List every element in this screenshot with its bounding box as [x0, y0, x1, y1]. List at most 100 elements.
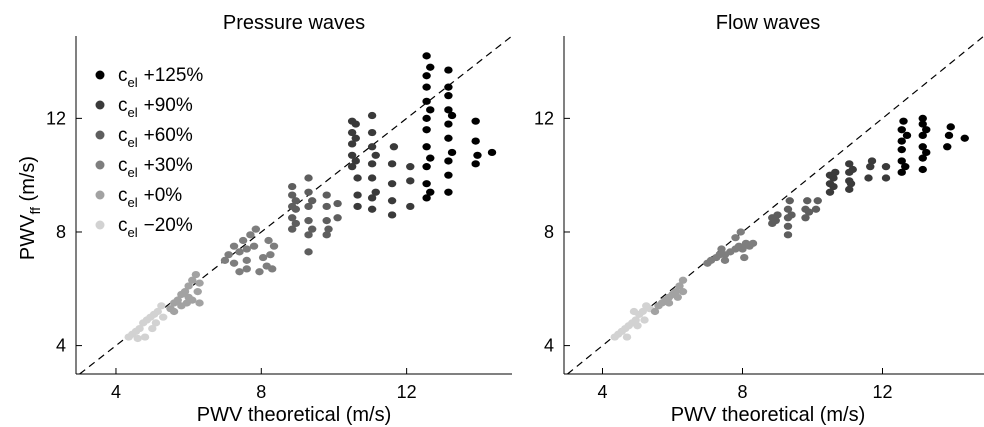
flow-waves-data-point: [846, 180, 856, 188]
flow-waves-data-point: [720, 256, 730, 264]
pressure-waves-panel: Pressure waves 4 8 12 4 8 12 PWV theoretical …: [46, 12, 513, 426]
pressure-waves-data-point: [387, 197, 397, 205]
pressure-waves-data-point: [367, 194, 377, 202]
pressure-waves-identity-line: [79, 35, 513, 375]
pressure-waves-data-point: [188, 276, 197, 284]
pressure-waves-data-point: [195, 299, 204, 307]
flow-waves-data-point: [773, 211, 782, 219]
pressure-waves-data-point: [229, 242, 239, 250]
pressure-waves-data-point: [307, 225, 317, 233]
pressure-waves-data-point: [135, 324, 144, 333]
pressure-waves-data-point: [422, 180, 431, 188]
flow-waves-data-point: [664, 299, 674, 307]
pressure-waves-data-point: [324, 225, 333, 233]
flow-waves-data-point: [943, 143, 952, 151]
pressure-waves-y-tick-label: 4: [56, 336, 66, 356]
flow-waves-data-point: [738, 245, 747, 253]
flow-waves-data-point: [946, 123, 955, 131]
flow-waves-data-point: [736, 228, 745, 236]
pressure-waves-data-point: [229, 259, 239, 267]
pressure-waves-data-point: [406, 202, 415, 211]
legend-entry: cel +30%: [118, 155, 193, 180]
pressure-waves-data-point: [268, 265, 277, 273]
legend-marker: [95, 130, 105, 140]
legend: cel +125% cel +90% cel +60% cel +30% cel +0% cel −2…: [95, 65, 203, 240]
pressure-waves-data-point: [159, 313, 168, 321]
pressure-waves-data-point: [333, 199, 342, 208]
flow-waves-data-point: [848, 165, 857, 174]
pressure-waves-data-point: [426, 188, 435, 196]
pressure-waves-data-point: [151, 319, 161, 327]
pressure-waves-data-point: [353, 191, 362, 199]
flow-waves-data-point: [864, 174, 873, 182]
pressure-waves-data-point: [367, 160, 377, 168]
flow-waves-y-tick-label: 8: [544, 222, 554, 242]
pressure-waves-data-point: [220, 256, 230, 264]
pressure-waves-data-point: [347, 128, 357, 137]
flow-waves-data-point: [845, 185, 854, 193]
pressure-waves-data-point: [287, 225, 297, 233]
flow-waves-data-point: [918, 114, 927, 122]
flow-waves-data-point: [922, 148, 931, 157]
pressure-waves-data-point: [269, 242, 279, 250]
flow-waves-data-point: [678, 288, 688, 296]
flow-waves-data-point: [897, 146, 906, 154]
pressure-waves-data-point: [422, 163, 431, 171]
flow-waves-data-point: [731, 234, 740, 242]
pressure-waves-data-point: [353, 174, 362, 182]
pressure-waves-plot-area: 4 8 12 4 8 12: [46, 35, 513, 402]
pressure-waves-data-point: [367, 111, 377, 120]
y-axis-label-main: PWV: [17, 214, 39, 260]
pressure-waves-data-point: [140, 333, 150, 341]
pressure-waves-data-point: [422, 143, 431, 151]
flow-waves-data-point: [897, 157, 906, 165]
y-axis-label-unit: (m/s): [17, 156, 39, 207]
pressure-waves-data-point: [426, 63, 435, 71]
pressure-waves-data-point: [258, 253, 268, 262]
pressure-waves-data-point: [387, 180, 397, 188]
pressure-waves-title: Pressure waves: [223, 12, 365, 34]
pressure-waves-data-point: [371, 188, 380, 196]
pressure-waves-data-point: [235, 248, 244, 256]
pressure-waves-data-point: [148, 324, 157, 333]
pressure-waves-data-point: [347, 140, 357, 148]
pressure-waves-data-point: [406, 163, 415, 171]
pressure-waves-data-point: [389, 143, 399, 151]
pressure-waves-data-point: [471, 117, 480, 125]
pressure-waves-data-point: [444, 157, 453, 165]
pressure-waves-x-tick-label: 8: [256, 382, 266, 402]
flow-waves-y-tick-label: 12: [534, 108, 554, 128]
flow-waves-data-point: [902, 131, 912, 140]
pressure-waves-data-point: [422, 83, 431, 91]
pressure-waves-data-point: [367, 128, 377, 137]
pressure-waves-data-point: [333, 214, 342, 222]
flow-waves-data-point: [631, 316, 640, 324]
flow-waves-data-point: [622, 333, 632, 341]
pressure-waves-data-point: [426, 154, 435, 162]
legend-marker: [95, 160, 105, 170]
pressure-waves-xlabel: PWV theoretical (m/s): [197, 404, 391, 426]
pressure-waves-data-point: [235, 268, 244, 276]
pressure-waves-data-point: [191, 270, 201, 279]
pressure-waves-data-point: [304, 202, 313, 211]
pressure-waves-data-point: [422, 194, 431, 202]
pressure-waves-data-point: [371, 151, 380, 159]
pressure-waves-data-point: [157, 302, 166, 310]
flow-waves-y-tick-label: 4: [544, 336, 554, 356]
flow-waves-data-point: [748, 239, 758, 247]
flow-waves-data-point: [960, 134, 969, 142]
flow-waves-data-point: [829, 182, 838, 191]
pressure-waves-data-point: [264, 236, 273, 245]
flow-waves-data-point: [638, 307, 647, 316]
pressure-waves-data-point: [487, 148, 497, 157]
flow-waves-title: Flow waves: [716, 12, 820, 34]
legend-entry: cel +90%: [118, 95, 193, 120]
pressure-waves-data-point: [173, 296, 182, 304]
pressure-waves-data-point: [195, 279, 204, 287]
pressure-waves-data-point: [422, 72, 431, 80]
pressure-waves-data-point: [347, 151, 357, 159]
pressure-waves-data-point: [406, 177, 415, 185]
legend-entry: cel +125%: [118, 65, 203, 90]
pressure-waves-data-point: [249, 242, 259, 250]
flow-waves-data-point: [899, 117, 908, 125]
